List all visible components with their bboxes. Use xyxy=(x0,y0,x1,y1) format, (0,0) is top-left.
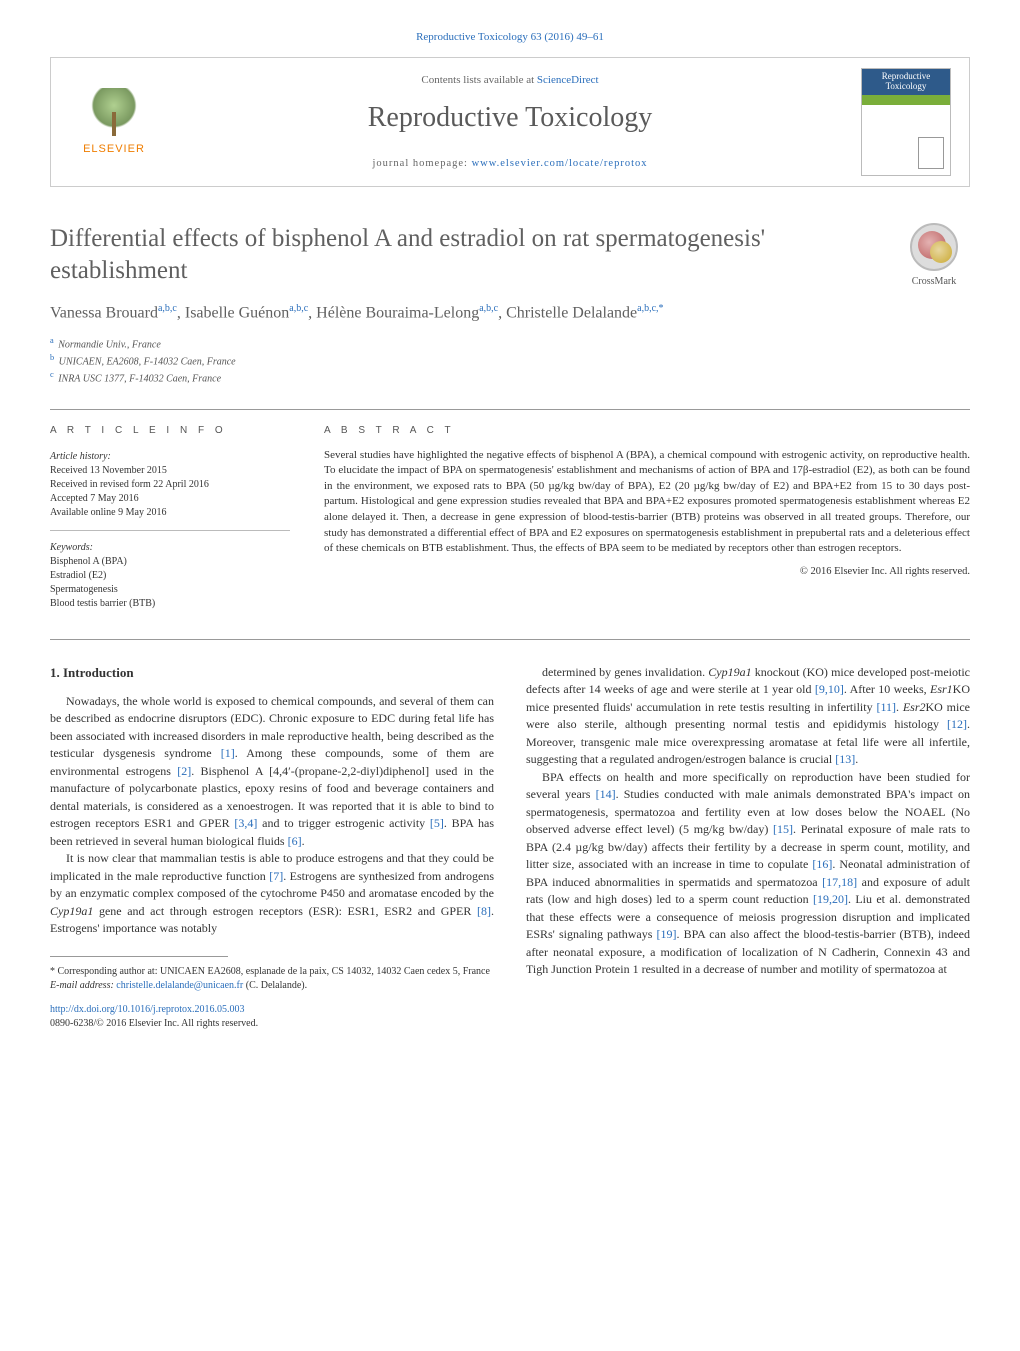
history-label: Article history: xyxy=(50,450,290,464)
contents-line: Contents lists available at ScienceDirec… xyxy=(159,73,861,88)
homepage-line: journal homepage: www.elsevier.com/locat… xyxy=(159,157,861,172)
doi-block: http://dx.doi.org/10.1016/j.reprotox.201… xyxy=(50,1003,494,1032)
corresponding-prefix: * Corresponding author at: xyxy=(50,966,160,977)
abstract-text: Several studies have highlighted the neg… xyxy=(324,448,970,557)
email-paren: (C. Delalande). xyxy=(243,980,307,991)
keywords-label: Keywords: xyxy=(50,541,290,555)
body-paragraph: BPA effects on health and more specifica… xyxy=(526,769,970,979)
section-number: 1. xyxy=(50,665,60,680)
keyword: Spermatogenesis xyxy=(50,583,290,597)
author-list: Vanessa Brouarda,b,c, Isabelle Guénona,b… xyxy=(50,302,898,325)
keyword: Bisphenol A (BPA) xyxy=(50,555,290,569)
affiliation-line: c INRA USC 1377, F-14032 Caen, France xyxy=(50,369,898,386)
doi-link[interactable]: http://dx.doi.org/10.1016/j.reprotox.201… xyxy=(50,1004,245,1015)
history-line: Received 13 November 2015 xyxy=(50,464,290,478)
body-paragraph: It is now clear that mammalian testis is… xyxy=(50,850,494,938)
body-column-right: determined by genes invalidation. Cyp19a… xyxy=(526,664,970,1032)
crossmark-badge[interactable]: CrossMark xyxy=(898,223,970,289)
keyword: Blood testis barrier (BTB) xyxy=(50,597,290,611)
cover-title: Reproductive Toxicology xyxy=(862,69,950,95)
homepage-link[interactable]: www.elsevier.com/locate/reprotox xyxy=(472,158,648,169)
crossmark-label: CrossMark xyxy=(912,276,956,287)
publisher-name: ELSEVIER xyxy=(83,142,145,157)
keyword: Estradiol (E2) xyxy=(50,569,290,583)
email-line: E-mail address: christelle.delalande@uni… xyxy=(50,979,494,993)
affiliation-line: a Normandie Univ., France xyxy=(50,335,898,352)
journal-cover: Reproductive Toxicology xyxy=(861,68,951,176)
article-info: a r t i c l e i n f o Article history: R… xyxy=(50,424,290,611)
cover-stripe xyxy=(862,95,950,105)
citation-link[interactable]: Reproductive Toxicology 63 (2016) 49–61 xyxy=(416,31,604,43)
corresponding-text: UNICAEN EA2608, esplanade de la paix, CS… xyxy=(160,966,490,977)
section-title: Introduction xyxy=(63,665,134,680)
banner-center: Contents lists available at ScienceDirec… xyxy=(159,73,861,172)
cover-chart-icon xyxy=(862,105,950,175)
section-heading: 1. Introduction xyxy=(50,664,494,683)
affiliation-line: b UNICAEN, EA2608, F-14032 Caen, France xyxy=(50,352,898,369)
running-head: Reproductive Toxicology 63 (2016) 49–61 xyxy=(50,30,970,45)
homepage-label: journal homepage: xyxy=(373,158,472,169)
corresponding-author: * Corresponding author at: UNICAEN EA260… xyxy=(50,965,494,979)
body-paragraph: Nowadays, the whole world is exposed to … xyxy=(50,693,494,851)
body-column-left: 1. Introduction Nowadays, the whole worl… xyxy=(50,664,494,1032)
article-title: Differential effects of bisphenol A and … xyxy=(50,223,898,286)
contents-prefix: Contents lists available at xyxy=(421,74,536,86)
abstract-copyright: © 2016 Elsevier Inc. All rights reserved… xyxy=(324,565,970,580)
elsevier-tree-icon xyxy=(89,88,139,138)
history-line: Accepted 7 May 2016 xyxy=(50,492,290,506)
section-divider xyxy=(50,639,970,640)
journal-title: Reproductive Toxicology xyxy=(159,98,861,137)
abstract-block: a b s t r a c t Several studies have hig… xyxy=(324,424,970,611)
publisher-logo: ELSEVIER xyxy=(69,77,159,167)
corresponding-email[interactable]: christelle.delalande@unicaen.fr xyxy=(116,980,243,991)
history-line: Received in revised form 22 April 2016 xyxy=(50,478,290,492)
article-info-heading: a r t i c l e i n f o xyxy=(50,424,290,438)
history-line: Available online 9 May 2016 xyxy=(50,506,290,520)
sciencedirect-link[interactable]: ScienceDirect xyxy=(537,74,599,86)
body-paragraph: determined by genes invalidation. Cyp19a… xyxy=(526,664,970,769)
footnote-separator xyxy=(50,956,228,957)
email-label: E-mail address: xyxy=(50,980,116,991)
footnotes: * Corresponding author at: UNICAEN EA260… xyxy=(50,965,494,993)
issn-line: 0890-6238/© 2016 Elsevier Inc. All right… xyxy=(50,1018,258,1029)
crossmark-icon xyxy=(910,223,958,271)
abstract-heading: a b s t r a c t xyxy=(324,424,970,438)
affiliations: a Normandie Univ., Franceb UNICAEN, EA26… xyxy=(50,335,898,387)
journal-banner: ELSEVIER Contents lists available at Sci… xyxy=(50,57,970,187)
